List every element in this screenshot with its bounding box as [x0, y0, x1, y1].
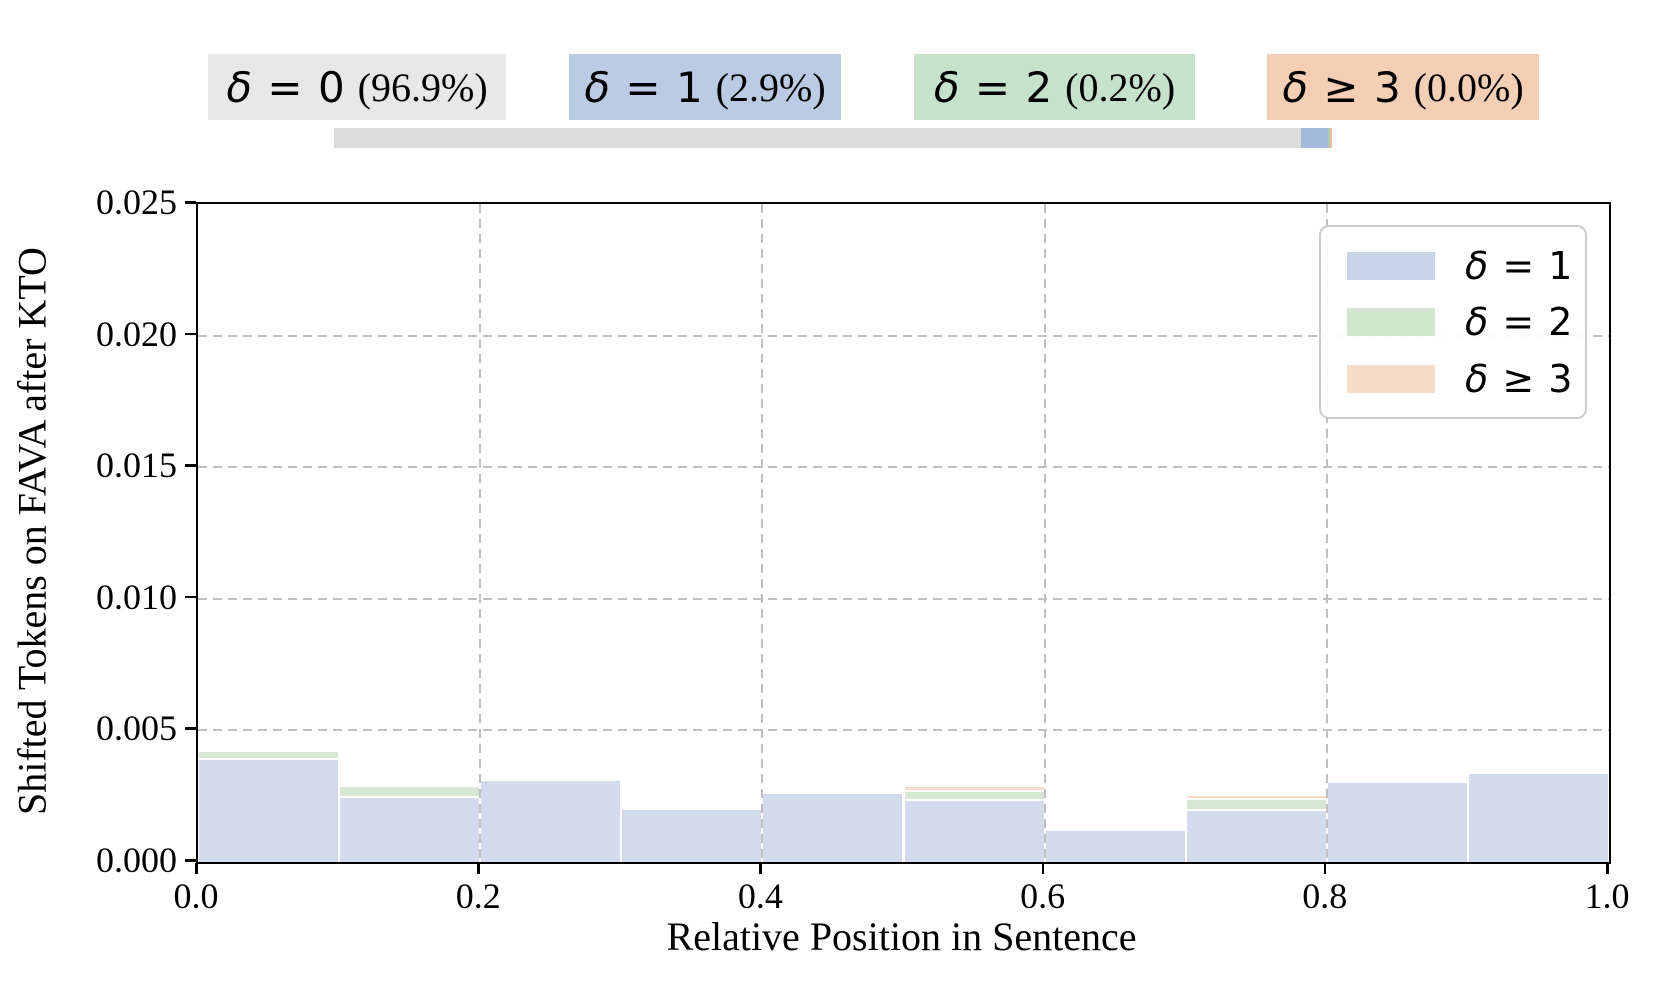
category-chip-delta-3: δ ≥ 3 (0.0%): [1267, 54, 1539, 120]
y-tick-label: 0.010: [96, 576, 177, 617]
y-tickmark: [185, 332, 196, 336]
x-tickmark: [1323, 863, 1327, 874]
horizontal-gridline: [198, 466, 1609, 469]
vertical-gridline: [761, 204, 764, 862]
histogram-bar-bin-1: [340, 785, 480, 862]
x-tickmark: [1606, 863, 1609, 874]
y-tickmark: [185, 859, 196, 862]
plot-area: δ = 1 δ = 2 δ ≥ 3: [196, 202, 1611, 864]
category-chip-percent: (2.9%): [715, 64, 826, 110]
histogram-bar-bin-9: [1468, 772, 1608, 862]
legend-entry-label: δ ≥ 3: [1465, 356, 1574, 401]
category-chip-math-label: δ ≥ 3: [1282, 62, 1402, 112]
legend-swatch-icon: [1347, 364, 1435, 393]
y-tickmark: [185, 201, 196, 204]
bar-segment-series-1: [1186, 799, 1326, 809]
category-chip-math-label: δ = 1: [584, 62, 704, 112]
bar-segment-series-1: [199, 752, 339, 759]
bar-segment-series-2: [1186, 796, 1326, 798]
vertical-gridline: [1043, 204, 1046, 862]
bar-segment-series-0: [1186, 810, 1326, 862]
y-tick-label: 0.015: [96, 445, 177, 486]
bar-segment-series-2: [904, 786, 1044, 790]
vertical-gridline: [479, 204, 482, 862]
histogram-bar-bin-3: [622, 808, 762, 862]
legend: δ = 1 δ = 2 δ ≥ 3: [1319, 225, 1587, 419]
y-tick-label: 0.020: [96, 313, 177, 354]
legend-entry-label: δ = 2: [1465, 300, 1574, 344]
bar-segment-series-0: [1327, 782, 1467, 862]
delta-distribution-bar: [334, 128, 1332, 148]
y-axis-label: Shifted Tokens on FAVA after KTO: [9, 247, 55, 815]
distribution-segment-delta-ge-3: [1329, 128, 1332, 148]
category-chip-percent: (0.2%): [1065, 64, 1176, 110]
x-tickmark: [477, 863, 480, 874]
x-axis-label: Relative Position in Sentence: [666, 914, 1137, 959]
category-chip-delta-1: δ = 1 (2.9%): [569, 54, 841, 120]
category-chip-delta-0: δ = 0 (96.9%): [208, 54, 506, 120]
legend-entry-label: δ = 1: [1465, 243, 1574, 288]
y-tick-label: 0.025: [96, 182, 177, 222]
horizontal-gridline: [198, 729, 1609, 732]
bar-segment-series-0: [481, 780, 621, 862]
legend-swatch-icon: [1347, 308, 1435, 336]
y-tickmark: [185, 595, 196, 599]
x-tick-label: 0.8: [1302, 876, 1348, 916]
histogram-bar-bin-0: [199, 750, 339, 862]
distribution-segment-delta-2: [1328, 128, 1330, 148]
x-tickmark: [1041, 863, 1045, 874]
x-tick-label: 0.4: [737, 876, 783, 916]
x-tick-label: 1.0: [1584, 876, 1630, 916]
histogram-bar-bin-8: [1327, 781, 1467, 862]
x-tick-label: 0.0: [173, 876, 219, 916]
x-tick-label: 0.6: [1020, 876, 1066, 916]
category-chip-math-label: δ = 0: [226, 62, 346, 112]
histogram-bar-bin-2: [481, 779, 621, 862]
bar-segment-series-0: [199, 760, 339, 862]
y-tick-label: 0.000: [96, 840, 177, 880]
distribution-segment-delta-0: [334, 128, 1302, 148]
bar-segment-series-0: [1045, 831, 1185, 862]
histogram-bar-bin-7: [1186, 796, 1326, 862]
histogram-bar-bin-6: [1045, 829, 1185, 862]
bar-segment-series-0: [340, 798, 480, 862]
y-tick-label: 0.005: [96, 708, 177, 749]
bar-segment-series-1: [904, 791, 1044, 799]
legend-swatch-icon: [1347, 251, 1435, 280]
x-tickmark: [195, 863, 198, 874]
category-chip-delta-2: δ = 2 (0.2%): [914, 54, 1195, 120]
horizontal-gridline: [198, 597, 1609, 600]
histogram-bar-bin-5: [904, 786, 1044, 862]
category-chip-percent: (96.9%): [357, 64, 488, 110]
bar-segment-series-0: [1468, 773, 1608, 862]
x-tickmark: [759, 863, 762, 874]
category-chip-math-label: δ = 2: [933, 62, 1054, 112]
bar-segment-series-0: [904, 800, 1044, 862]
bar-segment-series-0: [763, 793, 903, 862]
y-tickmark: [185, 727, 196, 730]
legend-entry-2: δ ≥ 3: [1321, 357, 1585, 401]
vertical-gridline: [1325, 204, 1328, 862]
bar-segment-series-1: [340, 787, 480, 797]
bar-segment-series-0: [622, 810, 762, 862]
category-chip-percent: (0.0%): [1413, 64, 1524, 110]
distribution-segment-delta-1: [1301, 128, 1329, 148]
legend-entry-0: δ = 1: [1321, 244, 1585, 288]
legend-entry-1: δ = 2: [1321, 300, 1585, 344]
histogram-bar-bin-4: [763, 792, 903, 862]
horizontal-gridline: [198, 334, 1609, 337]
y-tickmark: [185, 464, 196, 467]
x-tick-label: 0.2: [455, 876, 501, 916]
